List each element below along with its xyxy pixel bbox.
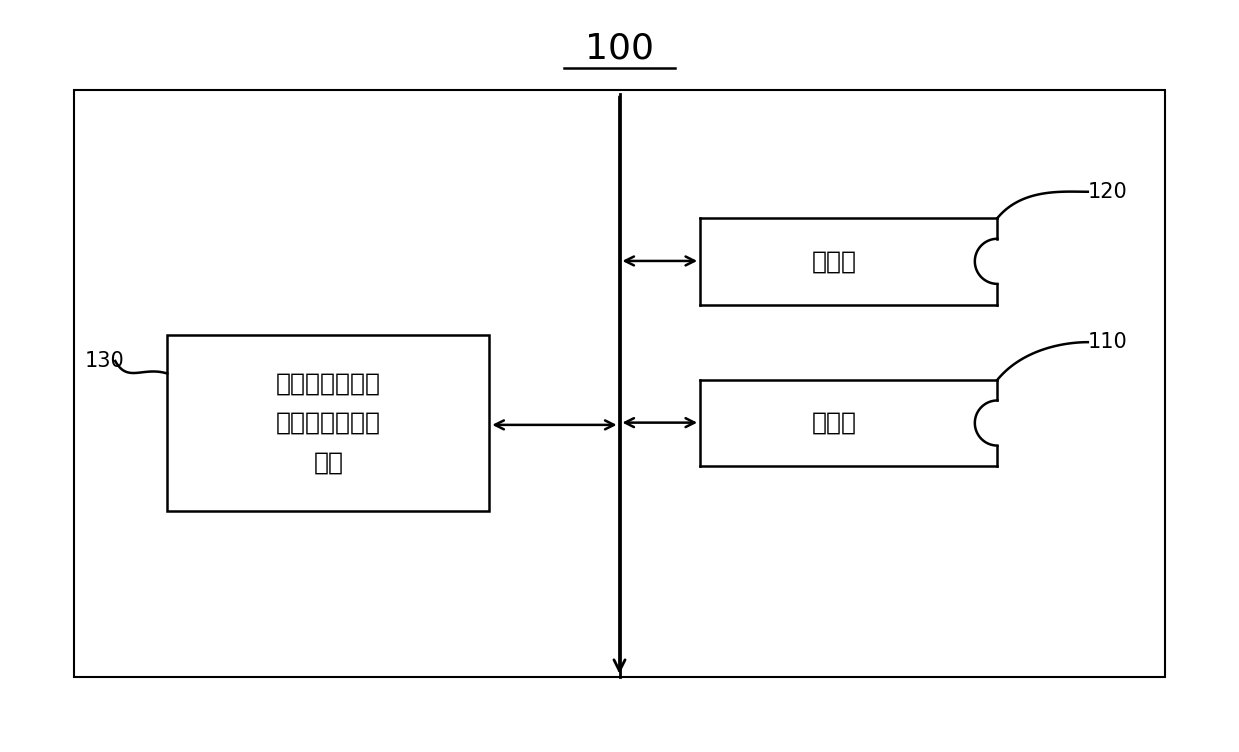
Bar [167,335,489,511]
Text: 110: 110 [1088,332,1127,352]
Text: 乳腺馒靶图像中
微钒化簇的检测
装置: 乳腺馒靶图像中 微钒化簇的检测 装置 [276,371,380,475]
Text: 120: 120 [1088,182,1127,202]
Text: 处理器: 处理器 [812,250,856,273]
Bar [74,90,1165,677]
Text: 130: 130 [84,351,124,371]
Text: 存储器: 存储器 [812,411,856,435]
Text: 100: 100 [585,32,654,66]
